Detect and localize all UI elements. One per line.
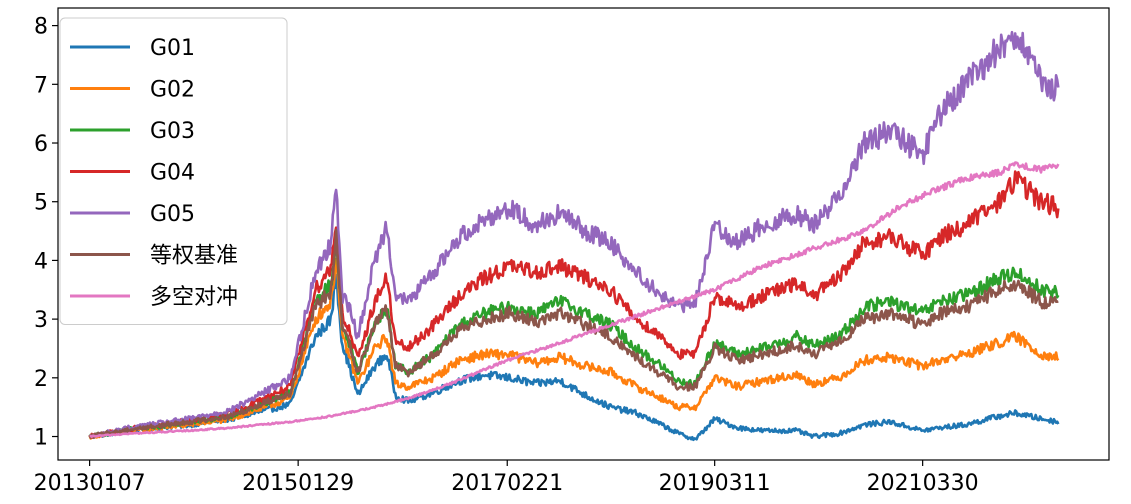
y-tick-label: 5 [34, 191, 48, 216]
y-tick-label: 1 [34, 426, 48, 451]
series-line [88, 228, 1059, 440]
y-tick-label: 7 [34, 73, 48, 98]
legend-label: 多空对冲 [150, 285, 238, 310]
legend-box [59, 17, 288, 325]
y-tick-label: 3 [34, 308, 48, 333]
x-tick-label: 20210330 [867, 471, 979, 496]
legend-label: G03 [150, 119, 195, 144]
x-tick-label: 20170221 [451, 471, 563, 496]
y-tick-label: 4 [34, 249, 48, 274]
legend-label: 等权基准 [150, 244, 238, 269]
x-tick-label: 20190311 [659, 471, 771, 496]
legend-label: G01 [150, 36, 195, 61]
series-lines [88, 30, 1060, 442]
series-line [88, 30, 1060, 439]
y-tick-label: 2 [34, 367, 48, 392]
x-tick-label: 20130107 [34, 471, 146, 496]
series-line [89, 161, 1060, 439]
y-tick-label: 6 [34, 132, 48, 157]
x-axis: 20130107 20150129 20170221 20190311 20210330 [34, 460, 979, 496]
legend-label: G04 [150, 161, 195, 186]
y-axis: 1 2 3 4 5 6 7 8 [34, 15, 58, 451]
plot-frame [57, 7, 1110, 461]
x-tick-label: 20150129 [242, 471, 354, 496]
legend-label: G02 [150, 78, 195, 103]
legend-label: G05 [150, 202, 195, 227]
series-line [88, 170, 1060, 439]
y-tick-label: 8 [34, 15, 48, 40]
